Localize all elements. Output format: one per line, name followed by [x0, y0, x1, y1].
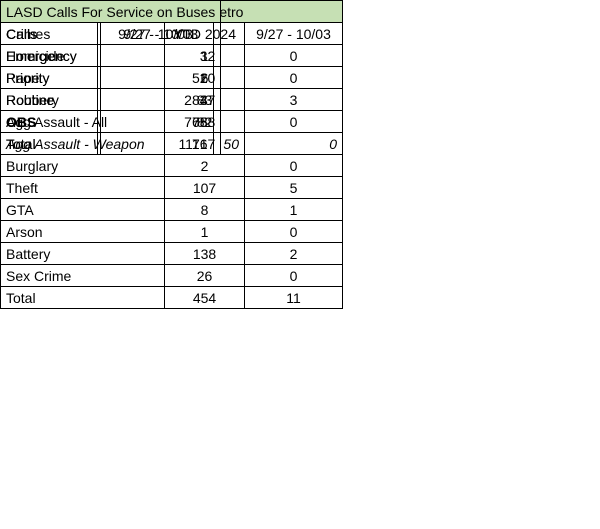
call-count-value: 717	[100, 132, 222, 155]
table-row: Burglary 2 0	[0, 154, 343, 177]
table-row: Emergency 2	[0, 44, 222, 67]
call-type-label: OBS	[0, 110, 102, 133]
crime-week-value: 3	[244, 88, 343, 111]
buses-table-header-row: LASD Calls For Service on Buses	[0, 0, 222, 23]
crime-week-value: 0	[244, 132, 343, 155]
crime-week-value: 5	[244, 176, 343, 199]
crime-week-value: 0	[244, 110, 343, 133]
table-row-obs: OBS 658	[0, 110, 222, 133]
call-count-value: 37	[100, 88, 222, 111]
table-row: Routine 37	[0, 88, 222, 111]
table-row-total: Total 717	[0, 132, 222, 155]
crime-label: Burglary	[0, 154, 165, 177]
crime-label: Sex Crime	[0, 264, 165, 287]
week-col-header: 9/27 - 10/03	[244, 22, 343, 45]
crime-week-value: 0	[244, 264, 343, 287]
table-row: Sex Crime 26 0	[0, 264, 343, 287]
call-count-value: 2	[100, 44, 222, 67]
crime-ytd-value: 454	[164, 286, 245, 309]
crime-ytd-value: 107	[164, 176, 245, 199]
table-row: GTA 8 1	[0, 198, 343, 221]
buses-column-header-row: Calls 9/27 - 10/03	[0, 22, 222, 45]
call-type-label: Emergency	[0, 44, 102, 67]
call-count-value: 658	[100, 110, 222, 133]
crime-ytd-value: 138	[164, 242, 245, 265]
crime-week-value: 2	[244, 242, 343, 265]
crime-ytd-value: 2	[164, 154, 245, 177]
call-type-label: Total	[0, 132, 102, 155]
call-count-value: 20	[100, 66, 222, 89]
table-row: Battery 138 2	[0, 242, 343, 265]
table-row: Arson 1 0	[0, 220, 343, 243]
table-row: Priority 20	[0, 66, 222, 89]
crime-week-value: 1	[244, 198, 343, 221]
crime-week-value: 11	[244, 286, 343, 309]
crime-ytd-value: 8	[164, 198, 245, 221]
crime-week-value: 0	[244, 220, 343, 243]
calls-col-header: Calls	[0, 22, 102, 45]
buses-calls-table: LASD Calls For Service on Buses Calls 9/…	[0, 0, 222, 155]
crime-ytd-value: 1	[164, 220, 245, 243]
crime-label: Total	[0, 286, 165, 309]
crime-label: Theft	[0, 176, 165, 199]
table-row: Theft 107 5	[0, 176, 343, 199]
table-row-total: Total 454 11	[0, 286, 343, 309]
buses-table-title: LASD Calls For Service on Buses	[0, 0, 222, 23]
crime-label: Arson	[0, 220, 165, 243]
week-col-header: 9/27 - 10/03	[100, 22, 222, 45]
crime-week-value: 0	[244, 154, 343, 177]
crime-label: Battery	[0, 242, 165, 265]
crime-ytd-value: 26	[164, 264, 245, 287]
call-type-label: Routine	[0, 88, 102, 111]
crime-week-value: 0	[244, 44, 343, 67]
crime-label: GTA	[0, 198, 165, 221]
call-type-label: Priority	[0, 66, 102, 89]
crime-week-value: 0	[244, 66, 343, 89]
